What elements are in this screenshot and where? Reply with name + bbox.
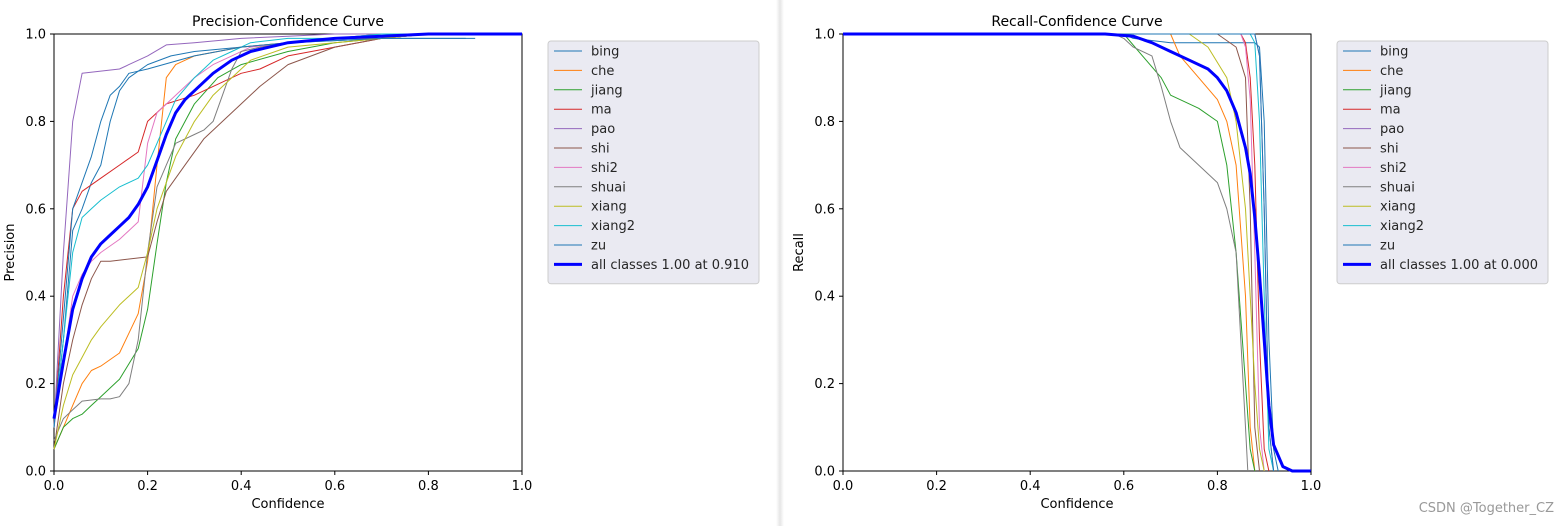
x-tick-label: 0.2 — [137, 479, 158, 494]
series-line-zu — [843, 33, 1275, 472]
series-line-all — [52, 32, 522, 419]
chart-title: Precision-Confidence Curve — [192, 14, 384, 30]
y-tick-label: 1.0 — [814, 28, 835, 43]
y-tick-label: 0.2 — [814, 377, 835, 392]
x-tick-label: 0.4 — [231, 479, 252, 494]
legend-label: jiang — [590, 83, 623, 98]
y-tick-label: 0.0 — [25, 465, 46, 480]
legend-label: shi2 — [1380, 161, 1407, 176]
y-tick-label: 0.2 — [25, 377, 46, 392]
x-tick-label: 1.0 — [512, 479, 533, 494]
x-tick-label: 1.0 — [1301, 479, 1322, 494]
y-tick-label: 1.0 — [25, 28, 46, 43]
legend-label: xiang — [1380, 200, 1416, 215]
legend-label: pao — [591, 122, 615, 137]
legend-label: all classes 1.00 at 0.910 — [591, 258, 749, 273]
legend-label: pao — [1380, 122, 1404, 137]
x-tick-label: 0.8 — [418, 479, 439, 494]
x-tick-label: 0.4 — [1020, 479, 1041, 494]
legend-label: ma — [1380, 103, 1401, 118]
legend-label: jiang — [1379, 83, 1412, 98]
y-tick-label: 0.8 — [25, 115, 46, 130]
legend-label: che — [1380, 64, 1403, 79]
legend-label: bing — [1380, 45, 1408, 60]
series-line-xiang — [53, 33, 522, 450]
series-line-all — [843, 32, 1311, 473]
legend-label: ma — [591, 103, 612, 118]
y-tick-label: 0.4 — [25, 290, 46, 305]
x-axis-label: Confidence — [251, 497, 324, 512]
y-tick-label: 0.4 — [814, 290, 835, 305]
legend-label: bing — [591, 45, 619, 60]
y-tick-label: 0.6 — [25, 202, 46, 217]
x-tick-label: 0.6 — [324, 479, 345, 494]
series-line-che — [843, 33, 1256, 472]
legend-box — [1336, 40, 1549, 285]
recall-confidence-chart: 0.0 0.2 0.4 0.6 0.8 1.0 0.0 0.2 0.4 0.6 0.8 1.0 Reca… — [792, 14, 1549, 512]
x-tick-label: 0.8 — [1207, 479, 1228, 494]
legend-label: shi2 — [591, 161, 618, 176]
legend-label: shi — [1380, 142, 1399, 157]
legend-label: zu — [1380, 239, 1395, 254]
series-line-jiang — [843, 33, 1256, 472]
x-tick-label: 0.0 — [833, 479, 854, 494]
figure-divider — [776, 0, 784, 526]
y-axis-label: Recall — [792, 233, 807, 272]
x-tick-label: 0.0 — [44, 479, 65, 494]
plot-frame — [53, 33, 523, 472]
legend-label: xiang2 — [591, 219, 635, 234]
plot-frame — [842, 33, 1312, 472]
series-line-xiang — [843, 33, 1265, 472]
legend-label: all classes 1.00 at 0.000 — [1380, 258, 1538, 273]
y-axis-label: Precision — [3, 223, 18, 281]
y-tick-label: 0.8 — [814, 115, 835, 130]
legend-label: shuai — [1380, 180, 1415, 195]
watermark-text: CSDN @Together_CZ — [1418, 501, 1554, 516]
legend-label: xiang — [591, 200, 627, 215]
legend-box — [547, 40, 760, 285]
precision-confidence-chart: 0.0 0.2 0.4 0.6 0.8 1.0 0.0 0.2 0.4 0.6 0.8 1.0 Prec… — [3, 14, 760, 512]
series-line-shi — [53, 33, 522, 450]
x-axis-label: Confidence — [1040, 497, 1113, 512]
legend-label: shi — [591, 142, 610, 157]
series-line-zu — [53, 37, 466, 428]
legend-label: zu — [591, 239, 606, 254]
legend-label: shuai — [591, 180, 626, 195]
legend-label: xiang2 — [1380, 219, 1424, 234]
series-line-shuai — [843, 33, 1249, 472]
x-tick-label: 0.6 — [1113, 479, 1134, 494]
y-tick-label: 0.0 — [814, 465, 835, 480]
x-tick-label: 0.2 — [926, 479, 947, 494]
chart-title: Recall-Confidence Curve — [991, 14, 1162, 30]
legend-label: che — [591, 64, 614, 79]
y-tick-label: 0.6 — [814, 202, 835, 217]
